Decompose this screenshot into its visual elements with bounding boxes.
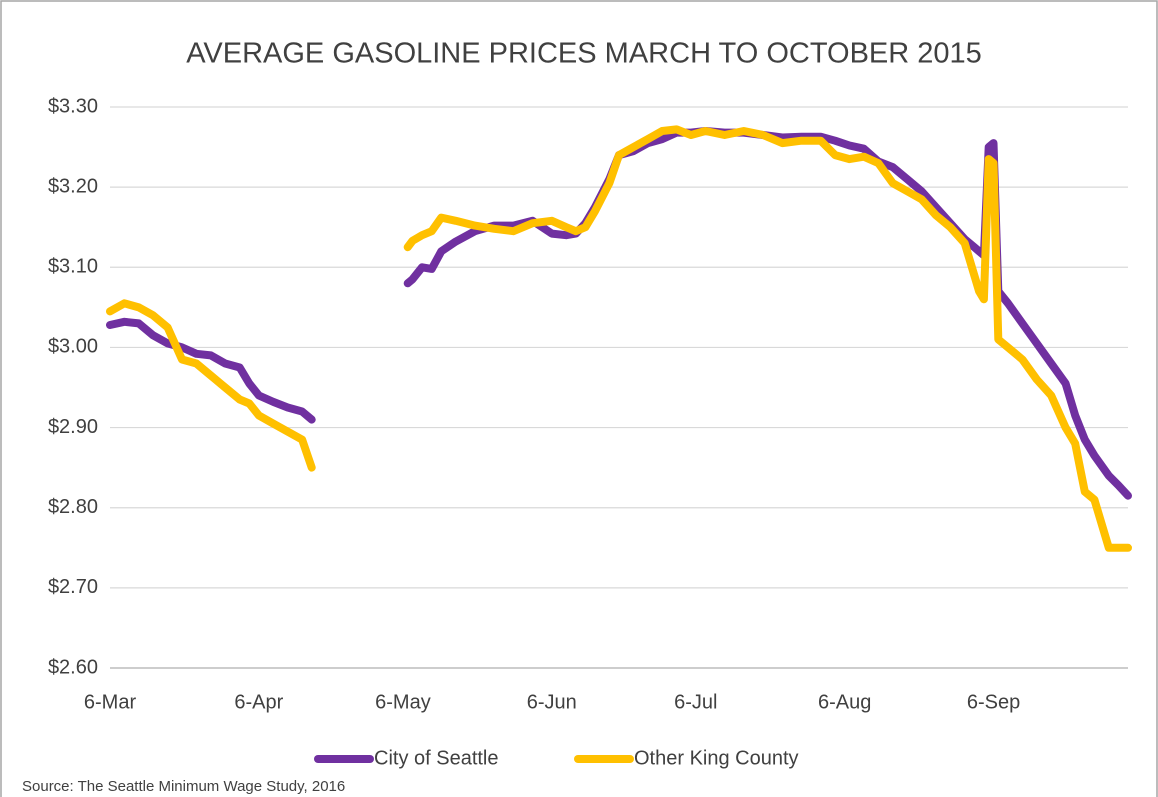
- x-tick-label: 6-Apr: [234, 691, 283, 713]
- y-tick-label: $3.20: [48, 175, 98, 197]
- legend-label: Other King County: [634, 747, 799, 769]
- y-tick-label: $3.10: [48, 256, 98, 278]
- y-tick-label: $3.00: [48, 336, 98, 358]
- x-tick-label: 6-Mar: [84, 691, 137, 713]
- x-tick-label: 6-Aug: [818, 691, 871, 713]
- x-tick-label: 6-Jun: [527, 691, 577, 713]
- series-line: [106, 125, 1132, 552]
- y-tick-label: $2.70: [48, 576, 98, 598]
- x-tick-label: 6-Jul: [674, 691, 717, 713]
- x-tick-label: 6-Sep: [967, 691, 1020, 713]
- legend-label: City of Seattle: [374, 747, 499, 769]
- chart-title: AVERAGE GASOLINE PRICES MARCH TO OCTOBER…: [186, 38, 982, 70]
- x-tick-label: 6-May: [375, 691, 431, 713]
- y-tick-label: $2.90: [48, 416, 98, 438]
- y-tick-label: $2.80: [48, 496, 98, 518]
- y-tick-label: $2.60: [48, 656, 98, 678]
- source-note: Source: The Seattle Minimum Wage Study, …: [22, 778, 345, 795]
- y-tick-label: $3.30: [48, 95, 98, 117]
